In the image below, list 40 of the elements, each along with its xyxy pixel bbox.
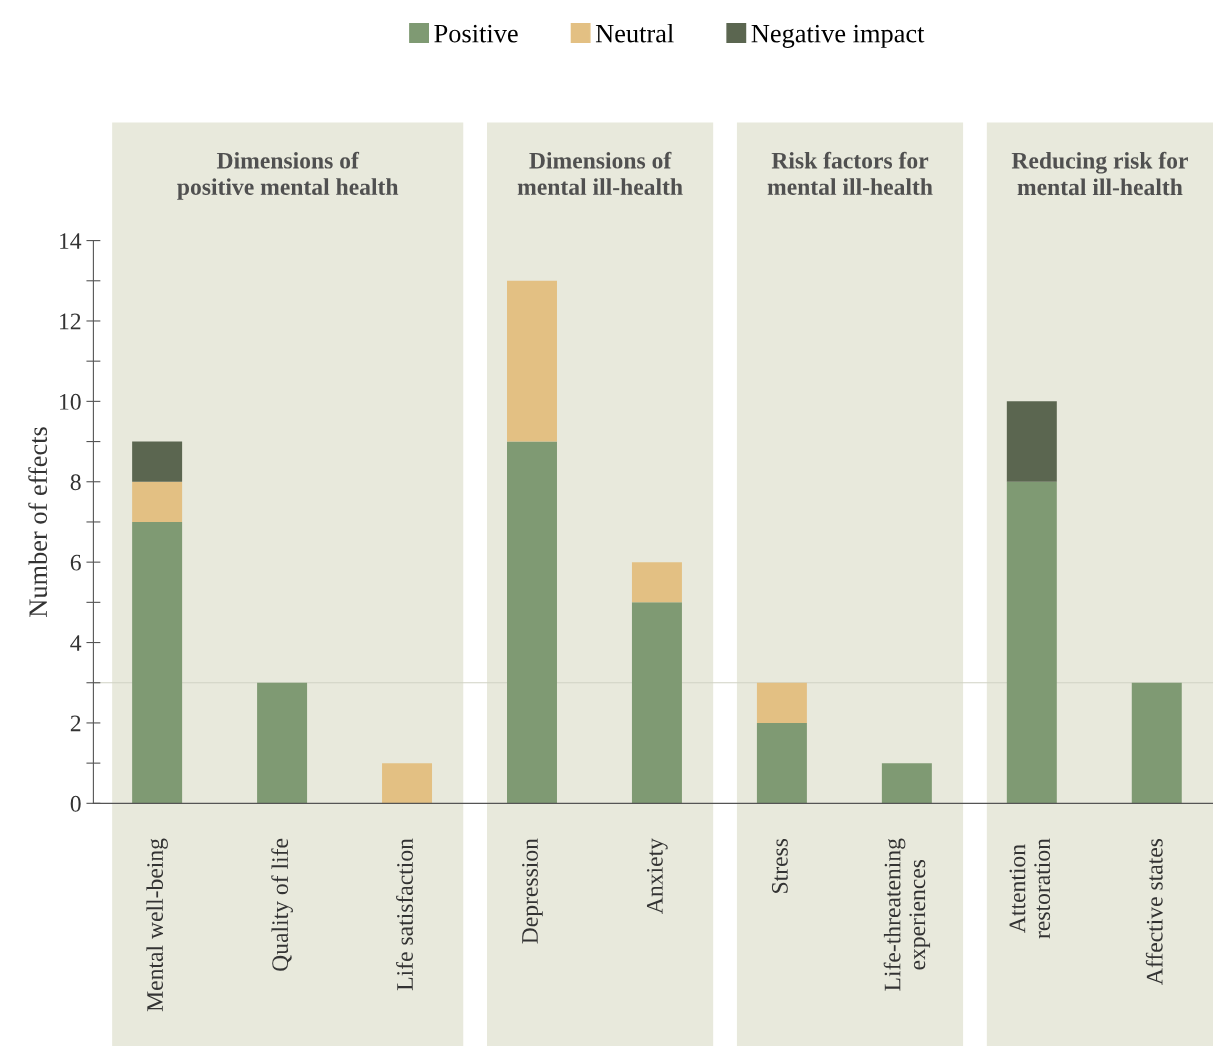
x-tick-label: Depression — [522, 838, 543, 944]
y-tick-label: 14 — [60, 233, 82, 249]
y-axis-title: Number of effects — [28, 427, 48, 617]
bar — [132, 441, 183, 482]
y-tick-label: 4 — [70, 635, 82, 651]
legend-label: Negative impact — [751, 24, 925, 48]
bar — [631, 562, 682, 603]
bar — [257, 682, 308, 804]
y-tick-label: 2 — [70, 715, 81, 732]
bar — [1131, 682, 1182, 804]
y-tick-label: 0 — [70, 795, 81, 812]
bar — [132, 481, 183, 522]
bar — [756, 722, 807, 804]
y-tick-label: 12 — [60, 313, 81, 330]
band-label: Dimensions of positive mental health — [177, 151, 399, 200]
bar — [756, 682, 807, 723]
bar — [507, 441, 557, 804]
x-tick-label: Anxiety — [646, 838, 668, 914]
x-tick-label: Stress — [771, 838, 788, 893]
bar — [881, 763, 932, 804]
band-label: Risk factors for mental ill-health — [767, 151, 933, 195]
bar — [1006, 481, 1057, 804]
bar — [132, 521, 183, 804]
band-label: Dimensions of mental ill-health — [517, 151, 683, 195]
bar — [507, 280, 557, 442]
legend-label: Neutral — [595, 23, 674, 43]
band-label: Reducing risk for mental ill-health — [1011, 151, 1188, 196]
x-tick-label: Affective states — [1145, 838, 1163, 985]
bar — [631, 602, 682, 804]
y-tick-label: 8 — [70, 474, 81, 491]
legend-label: Positive — [434, 24, 518, 43]
y-tick-label: 6 — [70, 554, 81, 571]
x-tick-label: Life-threatening experiences — [883, 838, 931, 991]
x-tick-label: Attention restoration — [1009, 838, 1051, 939]
x-tick-label: Mental well-being — [146, 838, 168, 1012]
bar — [1006, 401, 1057, 482]
x-tick-label: Life satisfaction — [396, 838, 413, 991]
x-tick-label: Quality of life — [271, 838, 293, 971]
y-tick-label: 10 — [60, 393, 81, 410]
bar — [382, 763, 433, 804]
